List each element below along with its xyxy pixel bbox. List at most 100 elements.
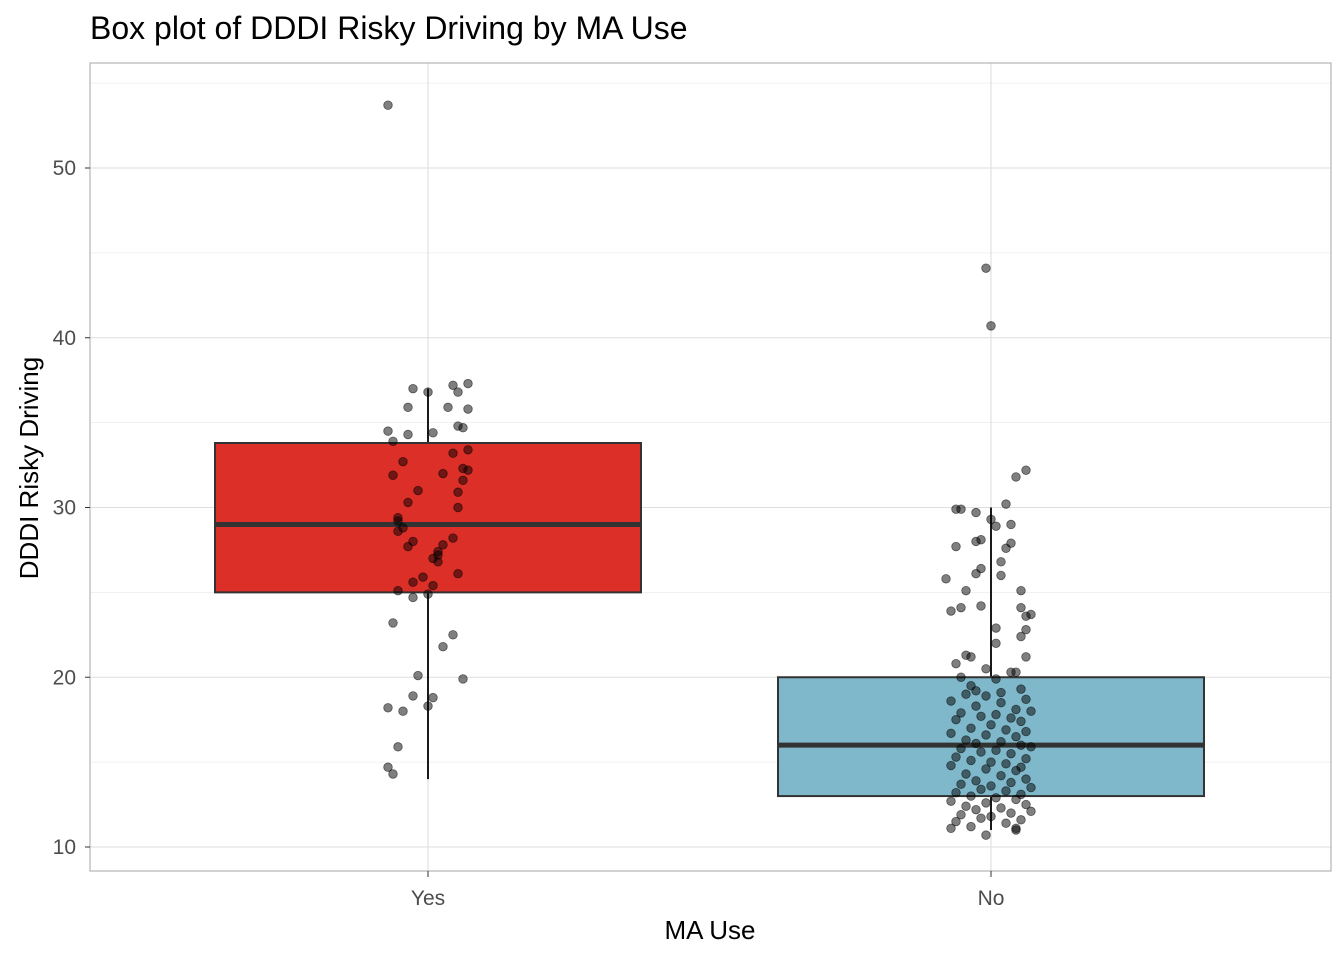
data-point	[448, 448, 458, 458]
data-point	[966, 652, 976, 662]
data-point	[383, 703, 393, 713]
data-point	[448, 630, 458, 640]
data-point	[423, 387, 433, 397]
y-tick-label: 20	[53, 666, 76, 689]
data-point	[961, 585, 971, 596]
data-point	[1011, 765, 1021, 776]
data-point	[981, 664, 991, 674]
data-point	[1026, 742, 1036, 752]
data-point	[971, 686, 981, 696]
data-point	[951, 658, 961, 669]
data-point	[956, 708, 966, 718]
data-point	[946, 606, 956, 616]
data-point	[1006, 713, 1016, 723]
data-point	[1001, 725, 1011, 735]
data-point	[428, 580, 438, 591]
data-point	[453, 569, 463, 579]
data-point	[393, 585, 403, 596]
data-point	[956, 504, 966, 514]
data-point	[408, 577, 418, 587]
data-point	[1021, 754, 1031, 764]
data-point	[956, 810, 966, 820]
data-point	[976, 601, 986, 611]
data-point	[458, 475, 468, 486]
y-axis-title: DDDI Risky Driving	[14, 357, 44, 579]
data-point	[398, 706, 408, 716]
data-point	[1021, 799, 1031, 810]
panel-border	[89, 62, 1332, 872]
data-point	[981, 730, 991, 740]
data-point	[383, 426, 393, 436]
data-point	[1001, 759, 1011, 769]
data-point	[1006, 748, 1016, 759]
data-point	[946, 696, 956, 706]
data-point	[388, 618, 398, 628]
data-point	[453, 387, 463, 397]
data-point	[403, 497, 413, 508]
data-point	[438, 540, 448, 550]
data-point	[951, 787, 961, 798]
data-point	[418, 572, 428, 582]
data-point	[981, 764, 991, 774]
data-point	[1011, 731, 1021, 742]
data-point	[1001, 543, 1011, 553]
data-point	[1016, 602, 1026, 613]
data-point	[981, 263, 991, 273]
data-point	[961, 689, 971, 699]
data-point	[458, 674, 468, 684]
data-point	[393, 516, 403, 526]
data-point	[976, 784, 986, 794]
data-point	[1021, 726, 1031, 737]
data-point	[996, 557, 1006, 567]
data-point	[423, 701, 433, 711]
data-point	[398, 456, 408, 467]
data-point	[996, 570, 1006, 581]
data-point	[951, 752, 961, 762]
data-point	[956, 672, 966, 682]
data-point	[423, 589, 433, 599]
data-point	[408, 383, 418, 394]
x-tick-label: No	[978, 887, 1005, 910]
data-point	[393, 526, 403, 536]
data-point	[976, 813, 986, 823]
data-point	[996, 687, 1006, 698]
data-point	[966, 821, 976, 832]
data-point	[413, 670, 423, 681]
data-point	[448, 533, 458, 543]
data-point	[438, 468, 448, 479]
data-point	[1016, 716, 1026, 727]
data-point	[1006, 519, 1016, 530]
data-point	[961, 769, 971, 779]
data-point	[1001, 786, 1011, 796]
data-point	[1001, 499, 1011, 509]
data-point	[941, 574, 951, 584]
data-point	[981, 691, 991, 701]
data-point	[1026, 782, 1036, 793]
data-point	[453, 487, 463, 497]
x-tick-label: Yes	[411, 887, 445, 910]
box-yes	[214, 441, 642, 594]
y-tick-label: 10	[53, 836, 76, 859]
data-point	[1011, 704, 1021, 715]
data-point	[463, 445, 473, 455]
y-tick-label: 40	[53, 327, 76, 350]
data-point	[951, 816, 961, 827]
data-point	[1016, 684, 1026, 694]
data-point	[991, 623, 1001, 633]
data-point	[996, 737, 1006, 747]
x-axis-ticks: Yes No	[411, 871, 1005, 910]
data-point	[403, 541, 413, 552]
data-point	[986, 757, 996, 767]
data-point	[1021, 652, 1031, 662]
data-point	[1026, 806, 1036, 817]
data-point	[463, 465, 473, 475]
data-point	[971, 804, 981, 815]
data-point	[1021, 694, 1031, 705]
data-point	[996, 803, 1006, 813]
data-point	[1006, 808, 1016, 818]
data-point	[383, 100, 393, 110]
data-point	[1001, 818, 1011, 828]
data-point	[393, 742, 403, 752]
data-point	[986, 514, 996, 525]
